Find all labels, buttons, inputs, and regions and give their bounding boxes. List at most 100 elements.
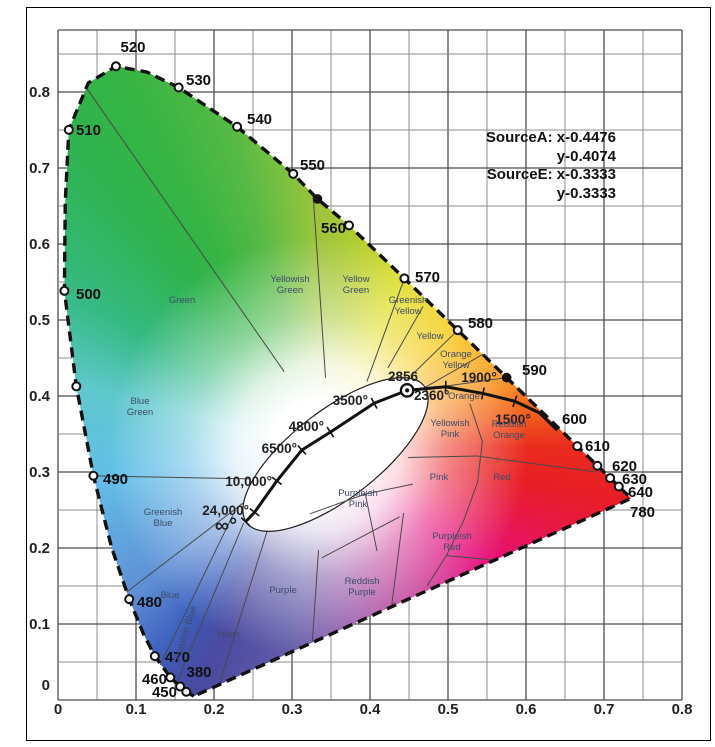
x-axis-tick-label: 0.3 [282, 701, 303, 718]
region-boundary-line [424, 353, 484, 389]
temperature-tick [249, 507, 260, 517]
temperature-tick [512, 395, 518, 408]
region-label: Purpleish [338, 488, 378, 499]
wavelength-marker [71, 381, 82, 392]
wavelength-label: 550 [300, 157, 325, 174]
wavelength-marker [452, 325, 463, 336]
x-axis-tick-label: 0.6 [516, 701, 537, 718]
region-boundary-line [312, 193, 327, 378]
wavelength-marker [613, 481, 624, 492]
region-boundary-line [387, 306, 424, 369]
region-label: Yellowish [270, 274, 309, 285]
wavelength-label: 520 [120, 39, 145, 56]
region-boundary-line [445, 377, 507, 387]
x-axis-tick-label: 0.5 [438, 701, 459, 718]
temperature-tick [370, 397, 378, 409]
y-axis-tick-label: 0 [42, 677, 50, 694]
region-label: Yellow [394, 306, 421, 317]
region-label: Purple [348, 587, 375, 598]
y-axis-tick-label: 0.4 [29, 388, 51, 405]
wavelength-label: 590 [522, 362, 547, 379]
region-label: Greenish [389, 295, 428, 306]
wavelength-label: 460 [142, 671, 167, 688]
region-label: Orange [493, 430, 525, 441]
wavelength-label: 450 [152, 684, 177, 701]
region-label: Green [169, 295, 195, 306]
region-label: Yellow [342, 274, 369, 285]
outer-frame [26, 7, 711, 741]
region-label: Yellow [416, 331, 443, 342]
x-axis-tick-label: 0.8 [672, 701, 693, 718]
temperature-tick [297, 444, 307, 455]
wavelength-marker [232, 121, 243, 132]
wavelength-label: 470 [165, 649, 190, 666]
y-axis-tick-label: 0.5 [29, 312, 50, 329]
wavelength-marker [605, 473, 616, 484]
region-label: Red [493, 472, 510, 483]
wavelength-marker [149, 651, 160, 662]
region-label: Purple [269, 585, 296, 596]
temperature-label: 24,000° [202, 503, 249, 518]
region-boundary-line [446, 555, 495, 561]
source-e-y: y-0.3333 [556, 184, 616, 202]
wavelength-label: 500 [76, 286, 101, 303]
source-a-x: SourceA: x-0.4476 [485, 129, 616, 146]
y-axis-tick-label: 0.8 [29, 84, 50, 101]
x-axis-tick-label: 0.7 [594, 701, 615, 718]
wavelength-label: 640 [628, 484, 653, 501]
region-label: Blue [130, 396, 149, 407]
region-boundary-line [93, 475, 251, 480]
y-axis-tick-label: 0.2 [29, 540, 50, 557]
temperature-label: 1900° [461, 370, 496, 385]
region-boundary-line [410, 329, 459, 377]
wavelength-label: 610 [585, 438, 610, 455]
region-label: Reddish [492, 419, 527, 430]
temperature-tick [240, 517, 251, 527]
region-label: Yellowish [430, 418, 469, 429]
region-boundary-line [391, 512, 405, 605]
region-boundary-line [321, 516, 400, 559]
region-boundary-line [218, 521, 271, 687]
region-boundary-line [364, 493, 378, 552]
y-axis-tick-label: 0.6 [29, 236, 50, 253]
wavelength-label: 600 [562, 411, 587, 428]
wavelength-dot-marker [312, 194, 323, 204]
region-label: Orange [440, 349, 472, 360]
region-boundary-line [159, 515, 234, 666]
wavelength-label: 530 [186, 72, 211, 89]
temperature-label: 3500° [333, 393, 368, 408]
region-label: Violet [216, 629, 240, 640]
region-boundary-line [476, 455, 597, 473]
wavelength-dot-marker [501, 372, 512, 383]
source-a-y: y-0.4074 [556, 147, 616, 165]
region-boundary-line [426, 403, 483, 587]
wavelength-marker [592, 460, 603, 471]
region-boundary-line [366, 278, 405, 382]
wavelength-label: 570 [415, 269, 440, 286]
region-label: Pink [441, 429, 460, 440]
region-label: Blue [153, 518, 172, 529]
wavelength-marker [175, 681, 186, 692]
region-label: Blue [160, 590, 179, 601]
temperature-label: 1500° [495, 412, 530, 427]
temperature-tick [326, 426, 335, 438]
wavelength-marker [173, 82, 184, 93]
wavelength-label: 380 [186, 664, 211, 681]
region-label: Yellow [442, 360, 469, 371]
temperature-tick [480, 387, 485, 400]
wavelength-label: 480 [137, 594, 162, 611]
temperature-label: 2856 [388, 369, 419, 384]
wavelength-label: 560 [321, 220, 346, 237]
y-axis-tick-label: 0.1 [29, 616, 50, 633]
wavelength-marker [88, 470, 99, 481]
wavelength-marker [165, 672, 176, 683]
planckian-locus-curve [244, 385, 559, 523]
region-label: Greenish [144, 507, 183, 518]
region-boundary-line [311, 550, 320, 643]
region-boundary-line [126, 502, 244, 593]
wavelength-label: 490 [103, 471, 128, 488]
temperature-tick [271, 476, 283, 486]
wavelength-marker [344, 220, 355, 231]
x-axis-tick-label: 0 [54, 701, 62, 718]
